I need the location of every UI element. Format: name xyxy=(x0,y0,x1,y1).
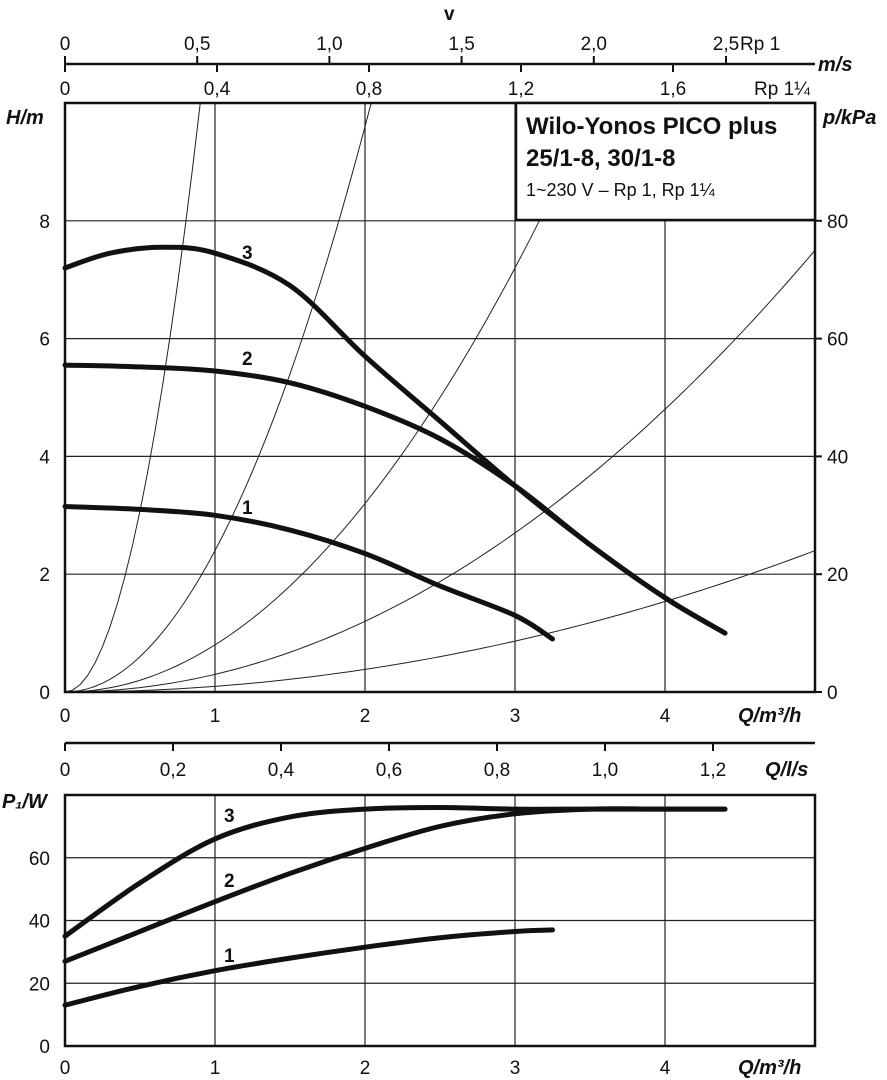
x-tick-label: 0 xyxy=(60,706,71,727)
x2-tick-label: 0,4 xyxy=(268,760,295,781)
power-curve-2 xyxy=(62,806,728,964)
chart-subtitle: 25/1-8, 30/1-8 xyxy=(526,145,675,172)
curve-label-2: 2 xyxy=(224,871,235,892)
rp1-tick-label: 2,5 xyxy=(713,34,739,55)
head-curve-1 xyxy=(62,503,555,642)
plot-frame xyxy=(63,101,817,694)
velocity-unit: m/s xyxy=(818,54,852,76)
y-tick-label: 8 xyxy=(39,212,50,233)
power-curve-1 xyxy=(62,927,555,1008)
y-axis-label: H/m xyxy=(6,107,44,129)
rp1-tick-label: 1,0 xyxy=(316,34,342,55)
x-tick-label: 4 xyxy=(660,706,671,727)
y-tick-label: 0 xyxy=(39,1037,50,1058)
curve-label-3: 3 xyxy=(242,243,253,264)
rp114-tick-label: 0 xyxy=(60,79,71,100)
x-tick-label: 2 xyxy=(360,706,371,727)
x-tick-label: 1 xyxy=(210,1058,221,1079)
rp114-tick-label: 1,6 xyxy=(660,79,686,100)
y2-tick-label: 0 xyxy=(827,683,838,704)
rp1-tick-label: 0,5 xyxy=(184,34,210,55)
plot-frame xyxy=(63,793,817,1048)
rp114-tick-label: 0,4 xyxy=(204,79,231,100)
curve-label-3: 3 xyxy=(224,806,235,827)
chart-title: Wilo-Yonos PICO plus xyxy=(526,113,777,140)
rp114-tick-label: 1,2 xyxy=(508,79,534,100)
y-tick-label: 40 xyxy=(29,912,50,933)
rp1-tick-label: 1,5 xyxy=(448,34,474,55)
y2-tick-label: 40 xyxy=(827,447,848,468)
system-curve xyxy=(65,103,372,692)
y2-axis-label: p/kPa xyxy=(822,107,876,129)
x-axis-label-bottom: Q/m³/h xyxy=(738,1057,801,1079)
y2-tick-label: 80 xyxy=(827,212,848,233)
x-tick-label: 0 xyxy=(60,1058,71,1079)
rp114-tick-label: 0,8 xyxy=(356,79,382,100)
legend-box xyxy=(514,101,817,222)
x-tick-label: 4 xyxy=(660,1058,671,1079)
head-curve-2 xyxy=(62,362,728,636)
x-tick-label: 2 xyxy=(360,1058,371,1079)
system-curve xyxy=(65,249,815,692)
head-curve-3 xyxy=(62,244,728,636)
rp1-tick-label: 2,0 xyxy=(581,34,607,55)
x2-tick-label: 0 xyxy=(60,760,71,781)
rp1-tick-label: 0 xyxy=(60,34,71,55)
x2-tick-label: 0,8 xyxy=(484,760,510,781)
y-tick-label: 60 xyxy=(29,849,50,870)
x2-tick-label: 1,2 xyxy=(700,760,726,781)
y-tick-label: 0 xyxy=(39,683,50,704)
x-tick-label: 3 xyxy=(510,1058,521,1079)
x2-tick-label: 0,6 xyxy=(376,760,402,781)
system-curve xyxy=(65,550,815,692)
chart-note: 1~230 V – Rp 1, Rp 1¼ xyxy=(526,180,716,200)
x-tick-label: 3 xyxy=(510,706,521,727)
y-tick-label: 6 xyxy=(39,330,50,351)
y-tick-label: 2 xyxy=(39,565,50,586)
system-curve xyxy=(65,103,201,692)
rp114-label: Rp 1¼ xyxy=(754,79,811,100)
curve-label-1: 1 xyxy=(224,946,235,967)
power-curve-3 xyxy=(62,805,728,939)
x-tick-label: 1 xyxy=(210,706,221,727)
y2-tick-label: 20 xyxy=(827,565,848,586)
x2-tick-label: 0,2 xyxy=(160,760,186,781)
x-axis-label: Q/m³/h xyxy=(738,705,801,727)
y-tick-label: 20 xyxy=(29,974,50,995)
y-axis-label-bottom: P₁/W xyxy=(2,791,49,813)
y2-tick-label: 60 xyxy=(827,330,848,351)
y-tick-label: 4 xyxy=(39,447,50,468)
system-curve xyxy=(65,103,596,692)
curve-label-1: 1 xyxy=(242,498,253,519)
curve-label-2: 2 xyxy=(242,349,253,370)
x2-axis-label-bottom: Q/l/s xyxy=(765,759,808,781)
velocity-label: v xyxy=(444,4,455,25)
rp1-label: Rp 1 xyxy=(740,34,780,55)
x2-tick-label: 1,0 xyxy=(592,760,618,781)
